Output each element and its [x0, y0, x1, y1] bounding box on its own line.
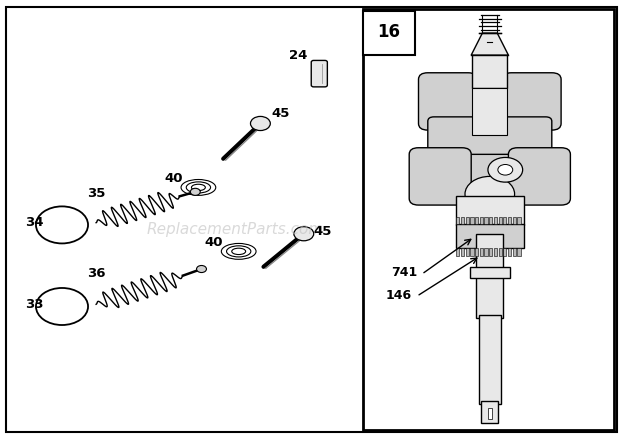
Bar	[503, 248, 507, 256]
Bar	[480, 217, 483, 224]
FancyBboxPatch shape	[428, 117, 552, 159]
FancyBboxPatch shape	[409, 148, 471, 205]
Bar	[517, 248, 521, 256]
Bar	[476, 234, 503, 318]
Bar	[363, 11, 415, 55]
Bar	[484, 217, 488, 224]
Ellipse shape	[232, 248, 246, 254]
Bar	[456, 248, 459, 256]
Bar	[466, 217, 469, 224]
Text: 24: 24	[288, 49, 307, 62]
Text: 40: 40	[164, 172, 183, 185]
Bar	[489, 217, 492, 224]
FancyBboxPatch shape	[508, 148, 570, 205]
Bar	[472, 55, 507, 88]
Circle shape	[197, 265, 206, 273]
Circle shape	[498, 164, 513, 175]
Text: 33: 33	[25, 298, 43, 311]
Bar	[456, 196, 524, 225]
Bar	[494, 217, 497, 224]
Bar	[498, 248, 502, 256]
Circle shape	[190, 188, 200, 195]
Ellipse shape	[226, 246, 251, 257]
Circle shape	[294, 227, 314, 241]
Bar	[475, 248, 478, 256]
Circle shape	[36, 206, 88, 243]
Text: 45: 45	[313, 225, 332, 238]
Bar	[481, 401, 498, 423]
Bar	[461, 248, 464, 256]
Text: 45: 45	[272, 107, 290, 120]
Bar	[494, 248, 497, 256]
FancyBboxPatch shape	[311, 60, 327, 87]
FancyBboxPatch shape	[502, 73, 561, 130]
Ellipse shape	[186, 182, 211, 193]
Bar	[480, 248, 483, 256]
Bar	[513, 217, 516, 224]
Bar	[461, 217, 464, 224]
Text: 146: 146	[386, 288, 412, 302]
Bar	[470, 267, 510, 278]
Text: 35: 35	[87, 187, 105, 200]
Bar	[517, 217, 521, 224]
Ellipse shape	[221, 243, 256, 259]
Bar	[488, 408, 492, 419]
Circle shape	[488, 157, 523, 182]
Text: 34: 34	[25, 216, 43, 229]
Polygon shape	[471, 33, 508, 55]
Bar	[456, 217, 459, 224]
Bar	[513, 248, 516, 256]
Bar	[503, 217, 507, 224]
Circle shape	[36, 288, 88, 325]
Text: 36: 36	[87, 267, 105, 280]
Bar	[456, 224, 524, 248]
Bar	[471, 248, 474, 256]
Bar	[479, 315, 501, 404]
Bar	[508, 217, 512, 224]
Circle shape	[465, 176, 515, 212]
Bar	[498, 217, 502, 224]
Bar	[489, 248, 492, 256]
Text: 16: 16	[377, 23, 401, 41]
Bar	[471, 217, 474, 224]
Polygon shape	[443, 154, 536, 190]
Text: ReplacementParts.com: ReplacementParts.com	[147, 222, 324, 237]
Text: 741: 741	[391, 266, 417, 280]
Bar	[484, 248, 488, 256]
Circle shape	[250, 116, 270, 131]
Bar	[363, 9, 614, 430]
Bar	[466, 248, 469, 256]
Bar	[475, 217, 478, 224]
Ellipse shape	[181, 179, 216, 195]
Ellipse shape	[192, 184, 205, 191]
Text: 40: 40	[205, 236, 223, 249]
FancyBboxPatch shape	[418, 73, 477, 130]
Bar	[472, 88, 507, 135]
Bar	[508, 248, 512, 256]
